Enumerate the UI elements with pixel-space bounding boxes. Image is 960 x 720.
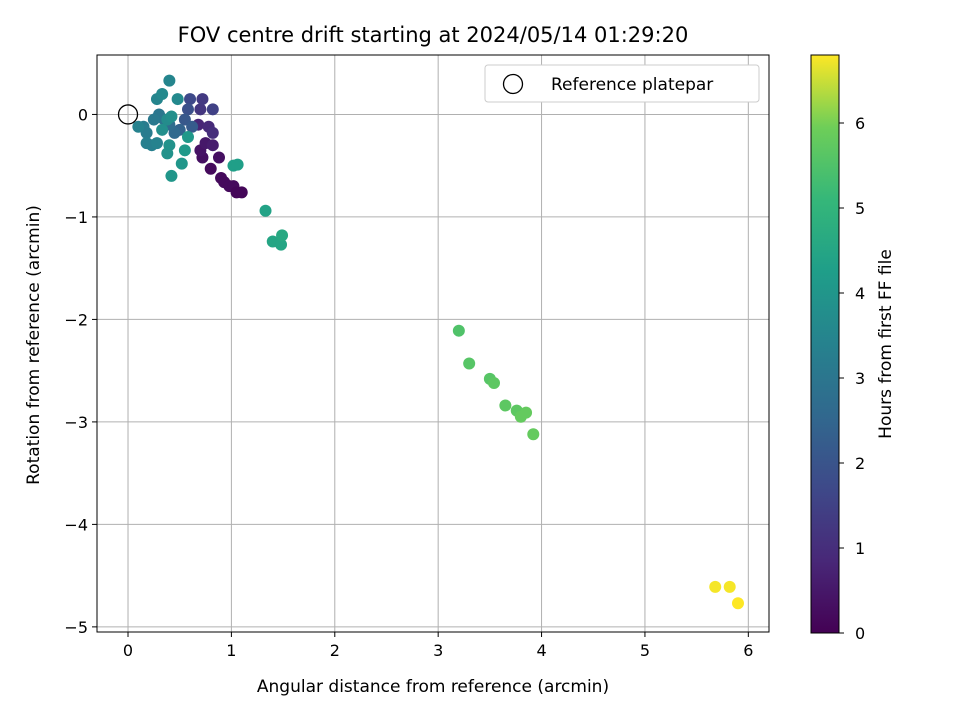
x-tick-label: 1 [226, 641, 236, 660]
y-tick-label: 0 [78, 105, 88, 124]
colorbar-tick-label: 2 [855, 454, 865, 473]
data-point [186, 120, 199, 133]
y-axis-label: Rotation from reference (arcmin) [24, 205, 44, 485]
y-tick-label: −1 [64, 208, 88, 227]
data-point [231, 158, 244, 171]
data-point [499, 399, 512, 412]
x-axis-label: Angular distance from reference (arcmin) [257, 677, 609, 697]
data-point [204, 162, 217, 175]
data-point [181, 130, 194, 143]
data-point [156, 87, 169, 100]
data-point [206, 139, 219, 152]
colorbar-tick-label: 4 [855, 284, 865, 303]
data-point [140, 126, 153, 139]
x-tick-label: 0 [123, 641, 133, 660]
x-tick-label: 5 [640, 641, 650, 660]
y-tick-label: −5 [64, 618, 88, 637]
data-point [487, 376, 500, 389]
x-tick-label: 2 [330, 641, 340, 660]
x-tick-label: 3 [433, 641, 443, 660]
colorbar-tick-label: 1 [855, 539, 865, 558]
data-point [156, 123, 169, 136]
data-point [276, 229, 289, 242]
colorbar: 0 1 2 3 4 5 6 Hours from first FF file [810, 54, 896, 643]
colorbar-tick-label: 5 [855, 199, 865, 218]
data-point [184, 93, 197, 106]
plot-frame [96, 54, 770, 633]
data-point [212, 151, 225, 164]
data-point [147, 113, 160, 126]
x-tick-label: 6 [743, 641, 753, 660]
data-point [178, 144, 191, 157]
data-point [520, 406, 533, 419]
data-point [171, 93, 184, 106]
data-point [452, 324, 465, 337]
data-points [117, 74, 744, 610]
legend-marker-reference [502, 73, 524, 95]
legend: Reference platepar [484, 64, 760, 103]
data-point [527, 428, 540, 441]
data-point [235, 186, 248, 199]
data-point [175, 157, 188, 170]
x-tick-label: 4 [536, 641, 546, 660]
x-axis-ticks: 0 1 2 3 4 5 6 [123, 632, 753, 660]
chart-title: FOV centre drift starting at 2024/05/14 … [178, 23, 689, 47]
data-point [463, 357, 476, 370]
colorbar-label: Hours from first FF file [876, 249, 896, 439]
data-point [723, 580, 736, 593]
data-point [259, 204, 272, 217]
colorbar-tick-label: 3 [855, 369, 865, 388]
y-tick-label: −3 [64, 413, 88, 432]
data-point [206, 126, 219, 139]
data-point [165, 169, 178, 182]
y-axis-ticks: 0 −1 −2 −3 −4 −5 [64, 105, 97, 637]
reference-platepar-marker [117, 104, 139, 125]
data-point [206, 103, 219, 116]
legend-box [484, 64, 760, 103]
data-point [709, 580, 722, 593]
data-point [196, 93, 209, 106]
data-point [181, 103, 194, 116]
y-tick-label: −4 [64, 515, 88, 534]
colorbar-tick-label: 0 [855, 624, 865, 643]
data-point [194, 103, 207, 116]
colorbar-ticks: 0 1 2 3 4 5 6 [839, 114, 865, 643]
data-point [731, 597, 744, 610]
data-point [150, 137, 163, 150]
data-point [275, 238, 288, 251]
data-point [161, 147, 174, 160]
data-point [165, 110, 178, 123]
data-point [132, 120, 145, 133]
colorbar-tick-label: 6 [855, 114, 865, 133]
grid-lines [97, 55, 769, 632]
colorbar-gradient [810, 54, 840, 634]
legend-label-reference: Reference platepar [551, 75, 713, 95]
y-tick-label: −2 [64, 310, 88, 329]
data-point [163, 74, 176, 87]
